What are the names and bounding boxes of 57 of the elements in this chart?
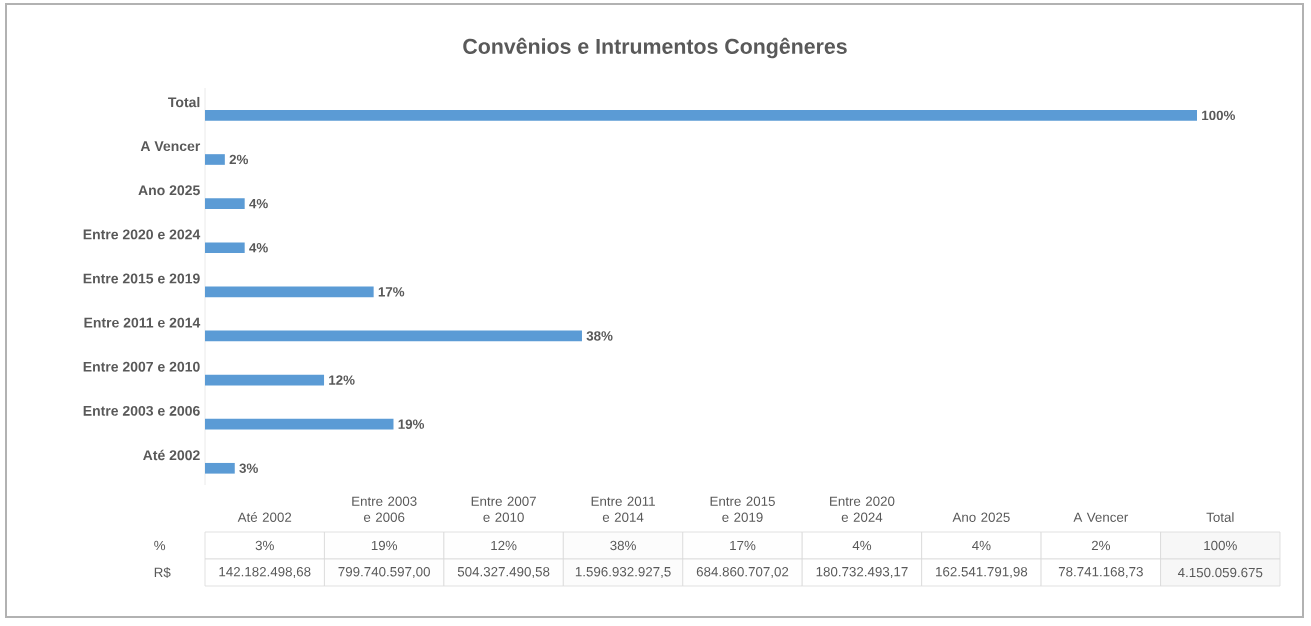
data-label: 4% xyxy=(249,243,268,253)
bar xyxy=(205,330,582,342)
y-tick-label: R$ xyxy=(154,567,171,578)
x-tick-label: Entre 2003 e 2006 xyxy=(352,496,417,522)
data-label: 2% xyxy=(1091,540,1111,551)
y-tick-label: A Vencer xyxy=(140,141,201,152)
data-label: 180.732.493,17 xyxy=(816,567,908,579)
data-label: 12% xyxy=(491,540,517,551)
bar xyxy=(205,110,1198,121)
y-tick-label: Entre 2020 e 2024 xyxy=(83,229,201,240)
bar xyxy=(205,418,394,430)
x-tick-label: Entre 2020 e 2024 xyxy=(830,496,895,522)
data-label: 19% xyxy=(398,419,425,429)
y-tick-label: Entre 2007 e 2010 xyxy=(83,361,200,372)
bar xyxy=(205,198,245,209)
y-tick-label: Entre 2003 e 2006 xyxy=(83,405,200,416)
data-label: 504.327.490,58 xyxy=(457,567,550,579)
chart-title: Convênios e Intrumentos Congêneres xyxy=(463,37,847,59)
data-label: 38% xyxy=(610,540,636,551)
data-label: 4% xyxy=(852,540,872,551)
y-tick-label: Até 2002 xyxy=(143,449,200,461)
data-label: 100% xyxy=(1204,540,1237,551)
data-label: 19% xyxy=(371,540,398,551)
x-tick-label: Entre 2015 e 2019 xyxy=(710,496,775,522)
data-label: 17% xyxy=(378,287,405,297)
x-tick-label: A Vencer xyxy=(1073,512,1129,522)
data-label: 100% xyxy=(1202,110,1236,121)
data-label: 142.182.498,68 xyxy=(219,567,311,579)
data-label: 3% xyxy=(255,540,274,551)
bar xyxy=(205,154,225,165)
data-label: 799.740.597,00 xyxy=(338,567,430,579)
x-tick-label: Entre 2011 e 2014 xyxy=(591,496,655,522)
data-label: 162.541.791,98 xyxy=(936,567,1028,579)
data-label: 3% xyxy=(239,463,258,473)
y-tick-label: Entre 2011 e 2014 xyxy=(84,317,201,328)
x-tick-label: Total xyxy=(1206,512,1234,522)
data-label: 4.150.059.675 xyxy=(1177,567,1263,578)
x-tick-label: Entre 2007 e 2010 xyxy=(471,496,536,522)
data-label: 4% xyxy=(972,540,991,551)
bar xyxy=(205,242,245,254)
data-label: 12% xyxy=(329,375,355,385)
data-label: 1.596.932.927,5 xyxy=(575,567,671,579)
data-label: 17% xyxy=(730,540,756,551)
data-label: 2% xyxy=(229,154,249,165)
bar xyxy=(205,462,235,474)
y-tick-label: Total xyxy=(168,96,200,108)
bar xyxy=(205,374,325,386)
bar xyxy=(205,286,374,298)
data-label: 684.860.707,02 xyxy=(696,567,789,579)
x-tick-label: Ano 2025 xyxy=(952,512,1010,522)
data-label: 38% xyxy=(586,331,613,341)
data-label: 78.741.168,73 xyxy=(1058,567,1143,579)
y-tick-label: Entre 2015 e 2019 xyxy=(83,273,200,284)
y-tick-label: % xyxy=(154,540,166,551)
x-tick-label: Até 2002 xyxy=(237,512,292,522)
y-tick-label: Ano 2025 xyxy=(138,185,200,196)
data-label: 4% xyxy=(249,198,268,209)
